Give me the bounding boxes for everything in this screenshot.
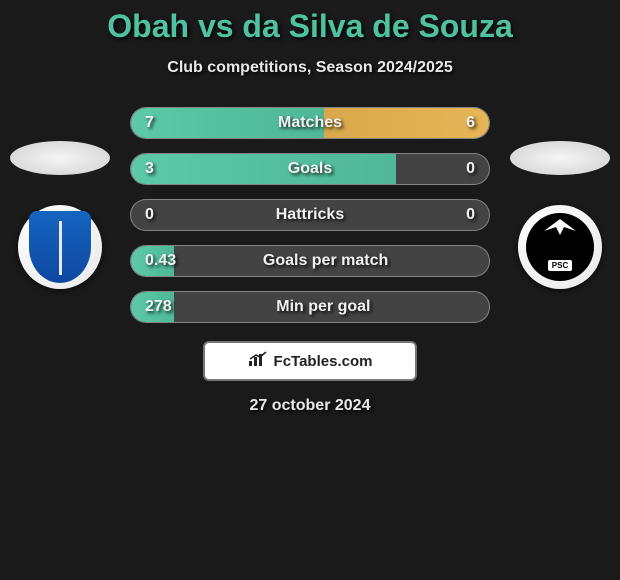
chart-icon [248, 351, 268, 371]
stat-label: Goals [288, 160, 332, 178]
player-right-col: PSC [510, 141, 610, 289]
page-title: Obah vs da Silva de Souza [0, 8, 620, 45]
stat-label: Matches [278, 114, 342, 132]
footer-date: 27 october 2024 [0, 397, 620, 415]
stat-left-value: 3 [145, 160, 154, 178]
page-subtitle: Club competitions, Season 2024/2025 [0, 59, 620, 77]
stat-content: 278 Min per goal [131, 292, 489, 322]
stat-content: 0.43 Goals per match [131, 246, 489, 276]
stat-left-value: 278 [145, 298, 172, 316]
stat-content: 0 Hattricks 0 [131, 200, 489, 230]
stat-right-value: 0 [466, 160, 475, 178]
stat-content: 3 Goals 0 [131, 154, 489, 184]
stat-right-value: 6 [466, 114, 475, 132]
stat-row: 0.43 Goals per match [130, 245, 490, 277]
stat-content: 7 Matches 6 [131, 108, 489, 138]
main-row: 7 Matches 6 3 Goals 0 0 Hattricks 0 0.43 Goals per… [0, 107, 620, 323]
stat-right-value: 0 [466, 206, 475, 224]
player-left-club-badge [18, 205, 102, 289]
stat-left-value: 7 [145, 114, 154, 132]
source-label: FcTables.com [274, 353, 373, 370]
eagle-badge-icon: PSC [526, 213, 594, 281]
stat-row: 0 Hattricks 0 [130, 199, 490, 231]
stat-label: Goals per match [263, 252, 388, 270]
stat-row: 278 Min per goal [130, 291, 490, 323]
stat-row: 3 Goals 0 [130, 153, 490, 185]
player-left-col [10, 141, 110, 289]
comparison-card: Obah vs da Silva de Souza Club competiti… [0, 0, 620, 415]
shield-icon [29, 211, 91, 283]
stat-label: Hattricks [276, 206, 344, 224]
stat-left-value: 0 [145, 206, 154, 224]
player-right-avatar [510, 141, 610, 175]
source-link[interactable]: FcTables.com [203, 341, 417, 381]
stat-label: Min per goal [276, 298, 370, 316]
stats-column: 7 Matches 6 3 Goals 0 0 Hattricks 0 0.43 Goals per… [130, 107, 490, 323]
player-right-club-badge: PSC [518, 205, 602, 289]
stat-left-value: 0.43 [145, 252, 176, 270]
player-left-avatar [10, 141, 110, 175]
stat-row: 7 Matches 6 [130, 107, 490, 139]
